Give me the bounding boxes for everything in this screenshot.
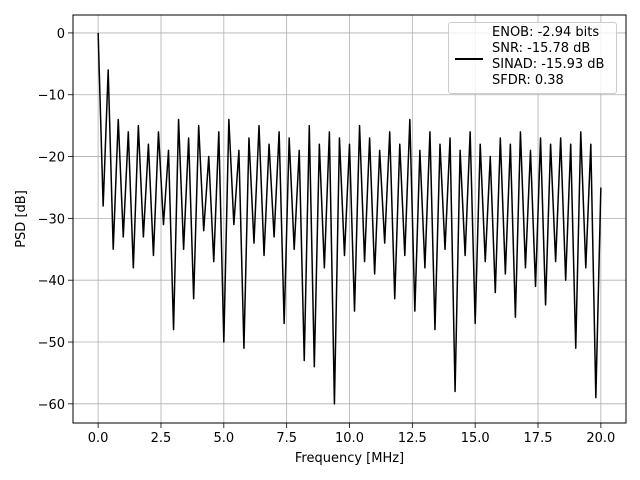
x-tick-label: 7.5 (276, 431, 297, 446)
psd-line (97, 32, 602, 405)
y-tick-label: 0 (57, 27, 65, 42)
y-tick-label: −40 (38, 274, 65, 289)
x-tick-label: 12.5 (398, 431, 427, 446)
x-tick-label: 5.0 (213, 431, 234, 446)
y-tick-label: −20 (38, 151, 65, 166)
x-tick-label: 15.0 (461, 431, 490, 446)
y-tick-label: −10 (38, 89, 65, 104)
y-tick-label: −60 (38, 398, 65, 413)
x-tick-label: 2.5 (151, 431, 172, 446)
legend-line (455, 58, 483, 60)
x-tick-label: 17.5 (524, 431, 553, 446)
y-axis-label: PSD [dB] (14, 190, 29, 248)
x-tick-label: 20.0 (586, 431, 615, 446)
x-tick-label: 10.0 (335, 431, 364, 446)
plot (97, 32, 602, 405)
x-axis-label: Frequency [MHz] (295, 451, 404, 466)
y-tick-label: −30 (38, 212, 65, 227)
y-tick-label: −50 (38, 336, 65, 351)
x-tick-label: 0.0 (88, 431, 109, 446)
legend-label: ENOB: -2.94 bits SNR: -15.78 dB SINAD: -… (492, 25, 605, 88)
legend: ENOB: -2.94 bits SNR: -15.78 dB SINAD: -… (448, 22, 617, 94)
